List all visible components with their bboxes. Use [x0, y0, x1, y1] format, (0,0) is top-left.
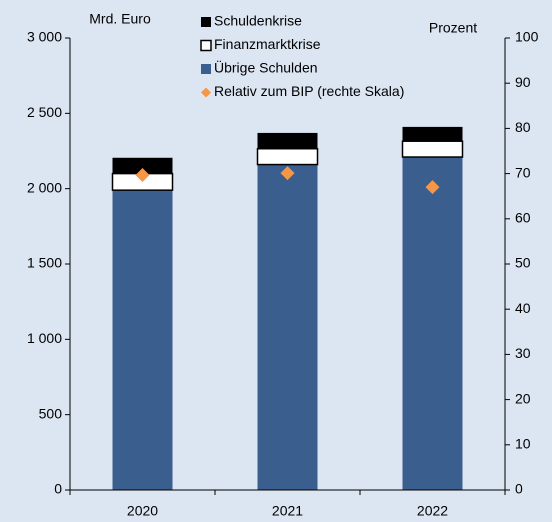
- x-tick-label: 2020: [127, 503, 158, 519]
- y2-tick-label: 40: [515, 300, 531, 316]
- scatter-point: [135, 167, 150, 182]
- y2-tick-label: 100: [515, 29, 539, 45]
- bar-segment: [256, 147, 319, 166]
- y2-tick-label: 50: [515, 255, 531, 271]
- legend-marker: [201, 64, 211, 74]
- y2-tick-label: 60: [515, 210, 531, 226]
- y2-axis-label: Prozent: [429, 20, 477, 36]
- legend-label: Finanzmarktkrise: [214, 36, 321, 52]
- x-tick-label: 2022: [417, 503, 448, 519]
- y-tick-label: 3 000: [27, 29, 62, 45]
- x-tick-label: 2021: [272, 503, 303, 519]
- bar-segment: [257, 132, 318, 149]
- y2-tick-label: 10: [515, 436, 531, 452]
- y-tick-label: 0: [54, 481, 62, 497]
- bar-segment: [402, 157, 463, 490]
- y-tick-label: 1 500: [27, 255, 62, 271]
- bar-segment: [257, 164, 318, 490]
- scatter-point: [425, 180, 440, 195]
- y2-tick-label: 30: [515, 345, 531, 361]
- bar-segment: [402, 126, 463, 142]
- y-tick-label: 1 000: [27, 330, 62, 346]
- legend-label: Schuldenkrise: [214, 13, 302, 29]
- bar-segment: [401, 140, 464, 158]
- y2-tick-label: 0: [515, 481, 523, 497]
- bar-segment: [112, 157, 173, 174]
- scatter-point: [280, 166, 295, 181]
- y2-tick-label: 90: [515, 74, 531, 90]
- y-tick-label: 2 000: [27, 179, 62, 195]
- legend-marker: [201, 17, 211, 27]
- legend-marker: [200, 39, 212, 52]
- y-axis-label: Mrd. Euro: [89, 11, 151, 27]
- legend-marker: [201, 87, 211, 98]
- bar-segment: [112, 190, 173, 490]
- y2-tick-label: 70: [515, 164, 531, 180]
- legend-label: Relativ zum BIP (rechte Skala): [214, 83, 404, 99]
- y2-tick-label: 20: [515, 390, 531, 406]
- legend-label: Übrige Schulden: [214, 59, 318, 76]
- y-tick-label: 500: [39, 405, 63, 421]
- y-tick-label: 2 500: [27, 104, 62, 120]
- y2-tick-label: 80: [515, 119, 531, 135]
